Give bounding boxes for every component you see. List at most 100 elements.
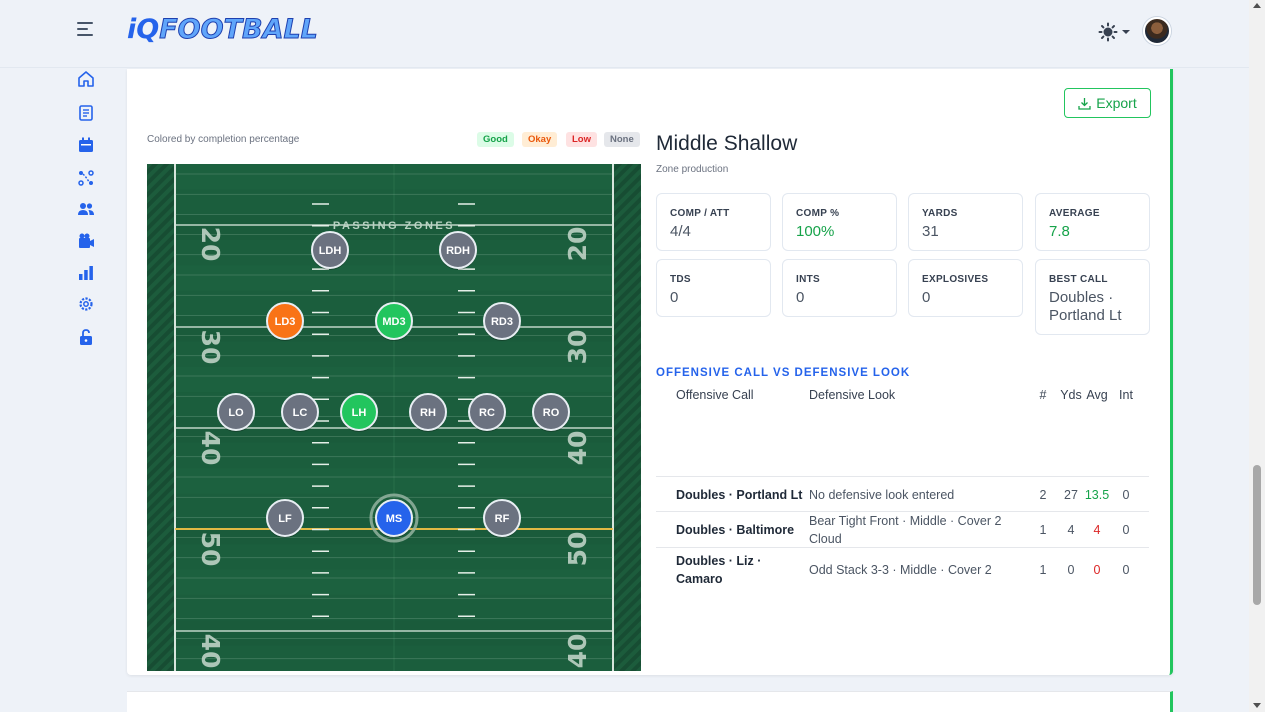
average-cell: 4 [1093, 523, 1101, 537]
count-cell: 1 [1039, 523, 1047, 537]
average-cell: 0 [1093, 563, 1101, 577]
table-row[interactable]: Doubles · Baltimore Bear Tight Front · Mi… [656, 511, 1149, 547]
header-defensive-look: Defensive Look [809, 388, 896, 402]
zone-lf[interactable]: LF [266, 499, 304, 538]
header-average: Avg [1086, 388, 1108, 402]
stat-best-call: BEST CALL Doubles · Portland Lt [1035, 259, 1150, 335]
sideline-right [613, 164, 641, 671]
scroll-up-arrow[interactable] [1253, 3, 1261, 8]
export-label: Export [1096, 95, 1137, 111]
scroll-down-arrow[interactable] [1253, 703, 1261, 708]
yard-number: 50 [196, 532, 225, 567]
zone-rc[interactable]: RC [468, 393, 506, 432]
header-int: Int [1119, 388, 1133, 402]
yard-number: 40 [563, 634, 592, 669]
stat-ints: INTS 0 [782, 259, 897, 317]
yards-cell: 4 [1067, 523, 1075, 537]
svg-text:MD3: MD3 [382, 316, 405, 328]
zone-title: Middle Shallow [656, 132, 798, 155]
yard-number: 40 [196, 634, 225, 669]
playbook-icon[interactable] [77, 104, 95, 122]
zone-rdh[interactable]: RDH [439, 231, 477, 270]
plays-icon[interactable] [77, 169, 95, 187]
zone-rd3[interactable]: RD3 [483, 302, 521, 341]
stat-label: EXPLOSIVES [922, 274, 989, 285]
app-logo[interactable]: iQFOOTBALL [127, 14, 318, 46]
table-title: OFFENSIVE CALL VS DEFENSIVE LOOK [656, 367, 911, 379]
header-offensive-call: Offensive Call [676, 388, 754, 402]
zone-lo[interactable]: LO [217, 393, 255, 432]
zone-subtitle: Zone production [656, 164, 729, 175]
calendar-icon[interactable] [77, 136, 95, 154]
export-button[interactable]: Export [1064, 88, 1151, 118]
stat-explosives: EXPLOSIVES 0 [908, 259, 1023, 317]
avatar[interactable] [1143, 17, 1171, 45]
zone-ms[interactable]: MS [369, 493, 419, 543]
stat-label: BEST CALL [1049, 274, 1108, 285]
int-cell: 0 [1122, 523, 1130, 537]
stat-value: 31 [922, 223, 939, 240]
stat-yards: YARDS 31 [908, 193, 1023, 251]
stat-value: 0 [670, 289, 679, 306]
legend-low: Low [566, 132, 597, 147]
sun-icon [1098, 22, 1118, 42]
offensive-call-cell: Doubles · Baltimore [676, 523, 795, 537]
passing-zones-field: PASSING ZONES 20 20 30 30 40 40 50 50 40 40 LDH RDH L… [147, 164, 641, 671]
yard-number: 40 [563, 431, 592, 466]
table-row[interactable]: Doubles · Liz · Camaro Odd Stack 3-3 · Mi… [656, 547, 1149, 591]
stats-icon[interactable] [77, 264, 95, 282]
defensive-look-cell: Odd Stack 3-3 · Middle · Cover 2 [809, 563, 992, 577]
hamburger-icon[interactable] [77, 22, 93, 36]
stat-value: 7.8 [1049, 223, 1070, 240]
stat-comp-att: COMP / ATT 4/4 [656, 193, 771, 251]
count-cell: 2 [1039, 488, 1047, 502]
header-count: # [1039, 388, 1047, 402]
zone-rh[interactable]: RH [409, 393, 447, 432]
legend-okay: Okay [522, 132, 558, 147]
header-yards: Yds [1060, 388, 1082, 402]
svg-text:RD3: RD3 [491, 316, 513, 328]
unlock-icon[interactable] [77, 328, 95, 346]
svg-text:LD3: LD3 [275, 316, 296, 328]
defensive-look-cell: No defensive look entered [809, 488, 955, 502]
chevron-down-icon [1122, 30, 1130, 34]
svg-text:RDH: RDH [446, 245, 470, 257]
stat-value: 0 [922, 289, 931, 306]
stat-label: YARDS [922, 208, 958, 219]
offensive-call-cell: Doubles · Portland Lt [676, 488, 803, 502]
svg-text:LH: LH [352, 407, 367, 419]
zone-md3[interactable]: MD3 [375, 302, 413, 341]
svg-text:MS: MS [386, 513, 403, 525]
zone-lh[interactable]: LH [340, 393, 378, 432]
legend-good: Good [477, 132, 514, 147]
stat-value: 4/4 [670, 223, 691, 240]
theme-toggle-button[interactable] [1098, 22, 1130, 42]
zone-ld3[interactable]: LD3 [266, 302, 304, 341]
svg-text:LC: LC [293, 407, 308, 419]
int-cell: 0 [1122, 563, 1130, 577]
stat-label: TDS [670, 274, 691, 285]
zone-ro[interactable]: RO [532, 393, 570, 432]
svg-text:RO: RO [543, 407, 560, 419]
zone-ldh[interactable]: LDH [311, 231, 349, 270]
stat-tds: TDS 0 [656, 259, 771, 317]
home-icon[interactable] [77, 70, 95, 88]
stat-value: 0 [796, 289, 805, 306]
zone-rf[interactable]: RF [483, 499, 521, 538]
svg-text:RH: RH [420, 407, 436, 419]
settings-icon[interactable] [77, 295, 95, 313]
yard-number: 50 [563, 532, 592, 567]
users-icon[interactable] [77, 200, 95, 218]
yards-cell: 27 [1064, 488, 1078, 502]
stat-value: 100% [796, 223, 835, 240]
scroll-thumb[interactable] [1253, 465, 1261, 605]
table-row[interactable]: Doubles · Portland Lt No defensive look e… [656, 476, 1149, 511]
stat-label: COMP % [796, 208, 840, 219]
svg-text:LDH: LDH [319, 245, 342, 257]
stat-label: COMP / ATT [670, 208, 730, 219]
zone-lc[interactable]: LC [281, 393, 319, 432]
film-icon[interactable] [77, 232, 95, 250]
stat-average: AVERAGE 7.8 [1035, 193, 1150, 251]
svg-text:RC: RC [479, 407, 495, 419]
scrollbar[interactable] [1249, 0, 1265, 712]
